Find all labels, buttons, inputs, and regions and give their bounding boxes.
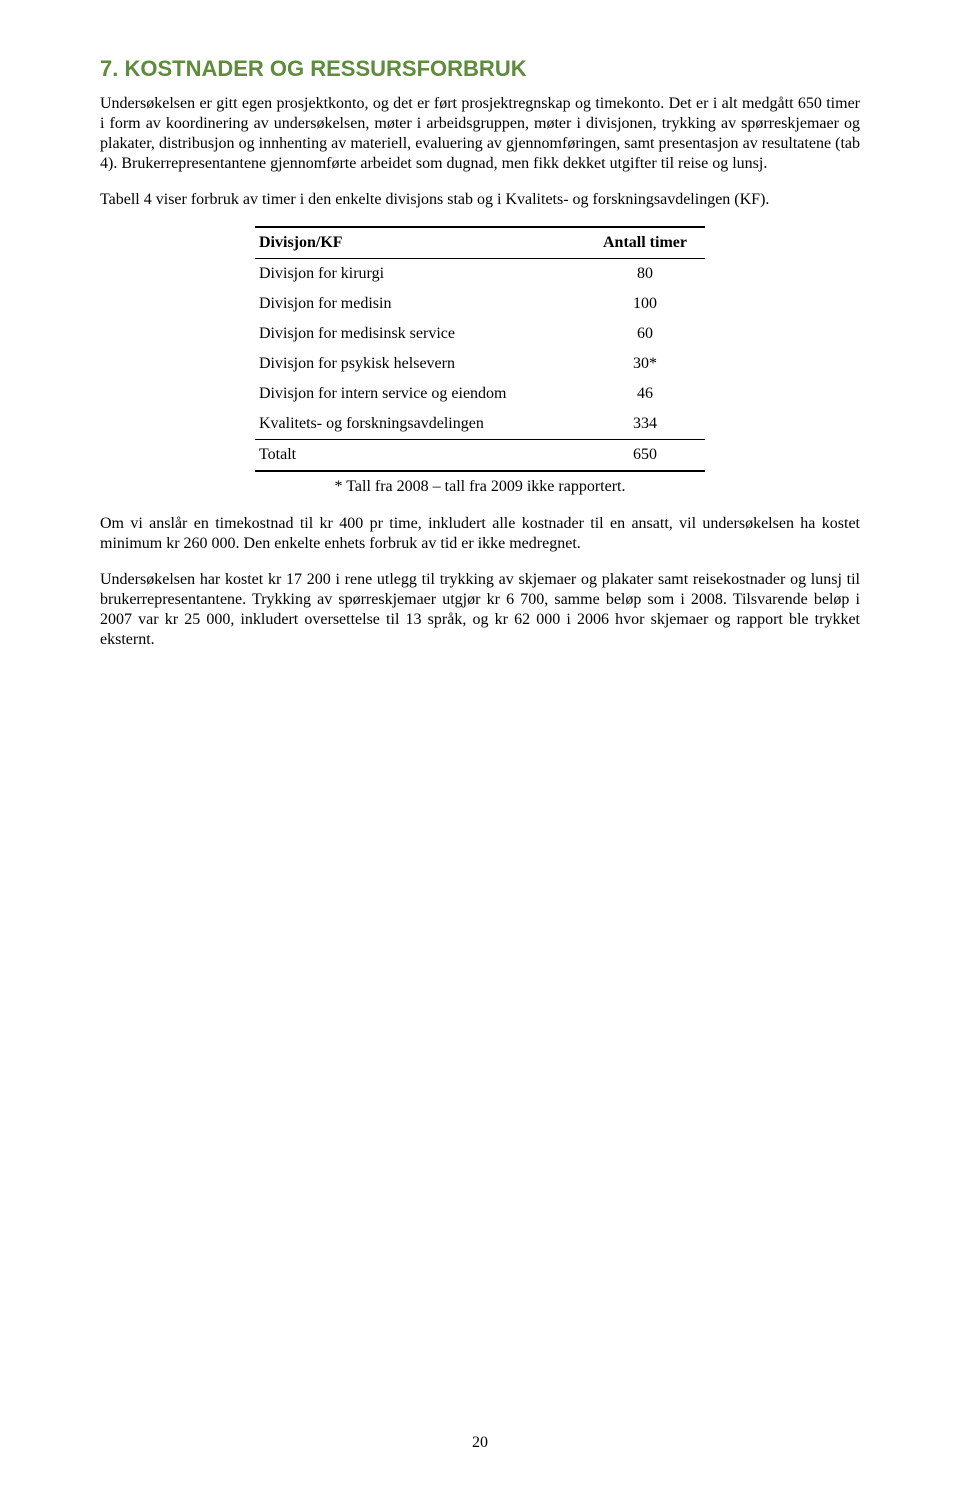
- table-cell-value: 80: [585, 259, 705, 289]
- hours-table-wrap: Divisjon/KF Antall timer Divisjon for ki…: [255, 226, 705, 496]
- paragraph-2: Tabell 4 viser forbruk av timer i den en…: [100, 190, 860, 210]
- table-cell-label: Divisjon for medisinsk service: [255, 319, 585, 349]
- table-cell-label: Divisjon for kirurgi: [255, 259, 585, 289]
- table-row: Divisjon for intern service og eiendom 4…: [255, 379, 705, 409]
- table-cell-label: Divisjon for medisin: [255, 289, 585, 319]
- table-header-division: Divisjon/KF: [255, 228, 585, 258]
- table-header-hours: Antall timer: [585, 228, 705, 258]
- table-cell-value: 60: [585, 319, 705, 349]
- table-total-row: Totalt 650: [255, 440, 705, 470]
- hours-table-total: Totalt 650: [255, 440, 705, 470]
- table-total-value: 650: [585, 440, 705, 470]
- hours-table-body: Divisjon for kirurgi 80 Divisjon for med…: [255, 259, 705, 439]
- table-row: Divisjon for medisin 100: [255, 289, 705, 319]
- table-cell-label: Divisjon for intern service og eiendom: [255, 379, 585, 409]
- table-cell-label: Divisjon for psykisk helsevern: [255, 349, 585, 379]
- table-total-label: Totalt: [255, 440, 585, 470]
- paragraph-1: Undersøkelsen er gitt egen prosjektkonto…: [100, 94, 860, 174]
- table-cell-value: 100: [585, 289, 705, 319]
- table-header-row: Divisjon/KF Antall timer: [255, 228, 705, 258]
- table-row: Divisjon for psykisk helsevern 30*: [255, 349, 705, 379]
- hours-table: Divisjon/KF Antall timer: [255, 228, 705, 258]
- paragraph-3: Om vi anslår en timekostnad til kr 400 p…: [100, 514, 860, 554]
- table-cell-value: 334: [585, 409, 705, 439]
- table-cell-label: Kvalitets- og forskningsavdelingen: [255, 409, 585, 439]
- page-number: 20: [0, 1434, 960, 1452]
- table-cell-value: 30*: [585, 349, 705, 379]
- table-cell-value: 46: [585, 379, 705, 409]
- table-row: Divisjon for kirurgi 80: [255, 259, 705, 289]
- section-heading: 7. KOSTNADER OG RESSURSFORBRUK: [100, 56, 860, 82]
- paragraph-4: Undersøkelsen har kostet kr 17 200 i ren…: [100, 570, 860, 650]
- table-row: Kvalitets- og forskningsavdelingen 334: [255, 409, 705, 439]
- table-footnote: * Tall fra 2008 – tall fra 2009 ikke rap…: [255, 472, 705, 496]
- table-row: Divisjon for medisinsk service 60: [255, 319, 705, 349]
